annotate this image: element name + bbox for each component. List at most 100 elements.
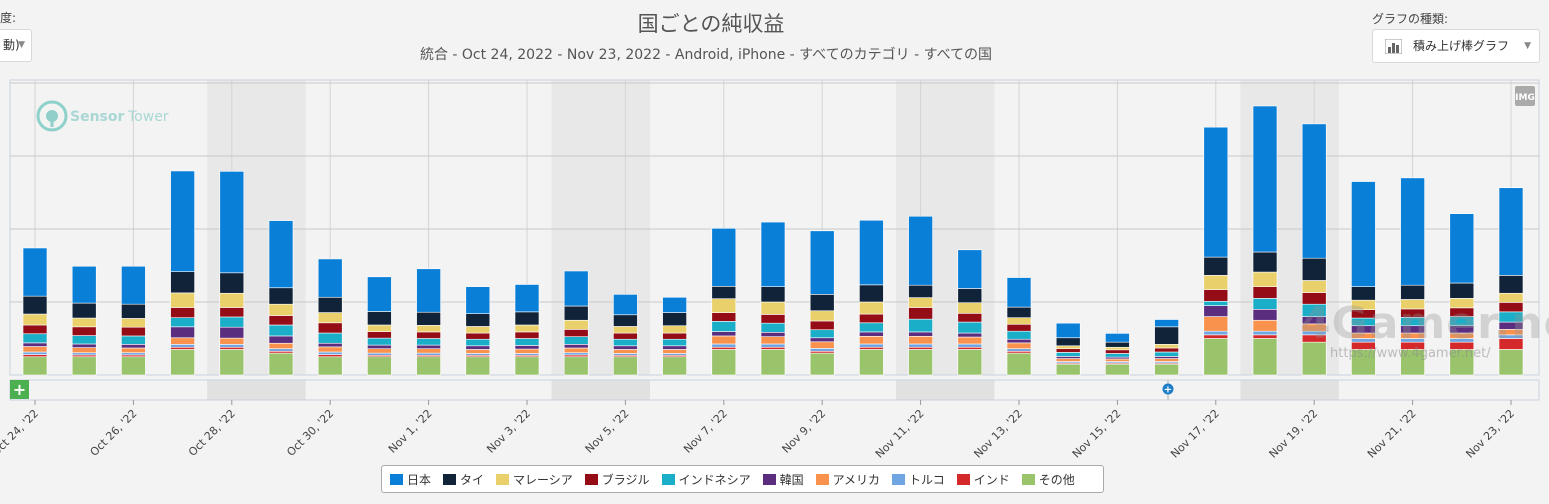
legend-swatch bbox=[390, 473, 403, 485]
bar-segment bbox=[1301, 280, 1327, 293]
legend-label: インドネシア bbox=[678, 472, 751, 487]
bar-segment bbox=[514, 331, 540, 339]
x-tick-label: Nov 19, '22 bbox=[1267, 407, 1321, 460]
x-tick-label: Nov 5, '22 bbox=[583, 407, 632, 456]
bar-stack bbox=[1105, 333, 1130, 376]
left-dropdown[interactable]: 動) ▼ bbox=[0, 29, 32, 62]
bar-segment bbox=[317, 346, 343, 353]
bar-segment bbox=[317, 312, 343, 324]
legend-label: アメリカ bbox=[832, 472, 880, 487]
legend-item[interactable]: マレーシア bbox=[496, 471, 573, 488]
x-tick-label: Nov 21, '22 bbox=[1365, 407, 1419, 460]
bar-segment bbox=[859, 301, 884, 315]
legend-item[interactable]: ブラジル bbox=[584, 471, 650, 488]
bar-stack bbox=[1154, 319, 1179, 376]
x-tick-label: Oct 28, '22 bbox=[186, 407, 238, 459]
bar-segment bbox=[514, 311, 540, 326]
bar-segment bbox=[1449, 282, 1475, 299]
bar-segment bbox=[465, 286, 491, 314]
bar-segment bbox=[170, 271, 195, 294]
bar-segment bbox=[514, 338, 540, 346]
legend-label: その他 bbox=[1038, 472, 1075, 487]
watermark-url: https://www.4gamer.net/ bbox=[1330, 346, 1491, 361]
bar-segment bbox=[71, 302, 97, 319]
bar-segment bbox=[613, 332, 638, 340]
img-button[interactable]: IMG bbox=[1515, 86, 1535, 106]
bar-segment bbox=[908, 331, 933, 337]
legend-label: トルコ bbox=[909, 472, 945, 487]
bar-segment bbox=[219, 337, 245, 345]
bar-segment bbox=[613, 345, 638, 350]
bar-segment bbox=[514, 324, 540, 333]
bar-segment bbox=[1252, 308, 1278, 321]
bar-segment bbox=[22, 313, 48, 326]
bar-segment bbox=[317, 332, 343, 344]
navigator-handle[interactable]: + bbox=[1162, 383, 1174, 396]
bar-segment bbox=[957, 302, 983, 314]
bar-segment bbox=[121, 352, 146, 356]
bar-segment bbox=[1154, 356, 1179, 359]
bar-segment bbox=[1105, 349, 1130, 354]
bar-chart-icon bbox=[1385, 39, 1402, 54]
x-tick-label: Oct 24, '22 bbox=[0, 407, 41, 459]
legend-item[interactable]: インドネシア bbox=[661, 471, 751, 488]
legend-item[interactable]: 日本 bbox=[390, 471, 431, 488]
bar-stack bbox=[22, 247, 48, 376]
legend-item[interactable]: 韓国 bbox=[762, 471, 804, 488]
bar-segment bbox=[71, 326, 97, 336]
bar-segment bbox=[367, 324, 392, 332]
chart-type-value: 積み上げ棒グラフ bbox=[1413, 39, 1510, 53]
legend-item[interactable]: アメリカ bbox=[815, 471, 880, 488]
bar-segment bbox=[1351, 181, 1376, 287]
bar-segment bbox=[1154, 319, 1179, 328]
bar-segment bbox=[170, 292, 195, 308]
bar-segment bbox=[514, 356, 540, 376]
add-button[interactable]: + bbox=[10, 380, 29, 399]
bar-segment bbox=[1449, 213, 1475, 284]
chart-type-dropdown[interactable]: 積み上げ棒グラフ ▼ bbox=[1372, 29, 1540, 63]
navigator-weekend-band bbox=[896, 380, 995, 400]
bar-segment bbox=[367, 337, 392, 346]
bar-segment bbox=[1154, 347, 1179, 353]
legend-swatch bbox=[584, 473, 598, 485]
bar-segment bbox=[760, 349, 786, 376]
bar-segment bbox=[662, 296, 687, 313]
legend-swatch bbox=[1021, 473, 1035, 485]
bar-segment bbox=[1498, 349, 1524, 376]
legend-item[interactable]: タイ bbox=[443, 471, 484, 488]
bar-segment bbox=[1252, 298, 1278, 310]
navigator-weekend-band bbox=[551, 380, 650, 400]
bar-segment bbox=[711, 321, 737, 332]
left-control-label: 度: bbox=[0, 11, 17, 25]
bar-segment bbox=[219, 316, 245, 328]
chart-type-label: グラフの種類: bbox=[1372, 12, 1449, 26]
bar-segment bbox=[1055, 322, 1081, 339]
bar-segment bbox=[71, 265, 97, 304]
bar-segment bbox=[514, 345, 540, 350]
bar-stack bbox=[662, 296, 687, 376]
bar-segment bbox=[859, 331, 884, 337]
bar-stack bbox=[1006, 277, 1032, 376]
bar-stack bbox=[1301, 123, 1327, 376]
bar-segment bbox=[416, 348, 441, 354]
legend-item[interactable]: トルコ bbox=[892, 471, 945, 488]
bar-segment bbox=[711, 227, 737, 287]
bar-segment bbox=[1252, 105, 1278, 253]
bar-segment bbox=[367, 311, 392, 326]
legend-item[interactable]: その他 bbox=[1021, 471, 1075, 488]
bar-segment bbox=[71, 335, 97, 345]
chart-title: 国ごとの純収益 bbox=[637, 12, 785, 36]
bar-segment bbox=[317, 356, 343, 376]
bar-segment bbox=[662, 356, 687, 376]
bar-segment bbox=[760, 314, 786, 324]
bar-segment bbox=[1252, 271, 1278, 287]
bar-segment bbox=[1006, 317, 1032, 325]
bar-segment bbox=[1105, 333, 1130, 343]
bar-segment bbox=[268, 352, 294, 376]
bar-stack bbox=[760, 221, 786, 376]
bar-segment bbox=[908, 318, 933, 333]
legend-item[interactable]: インド bbox=[956, 471, 1010, 488]
legend-label: 韓国 bbox=[779, 472, 804, 487]
bar-segment bbox=[121, 326, 146, 337]
bar-segment bbox=[1252, 338, 1278, 376]
